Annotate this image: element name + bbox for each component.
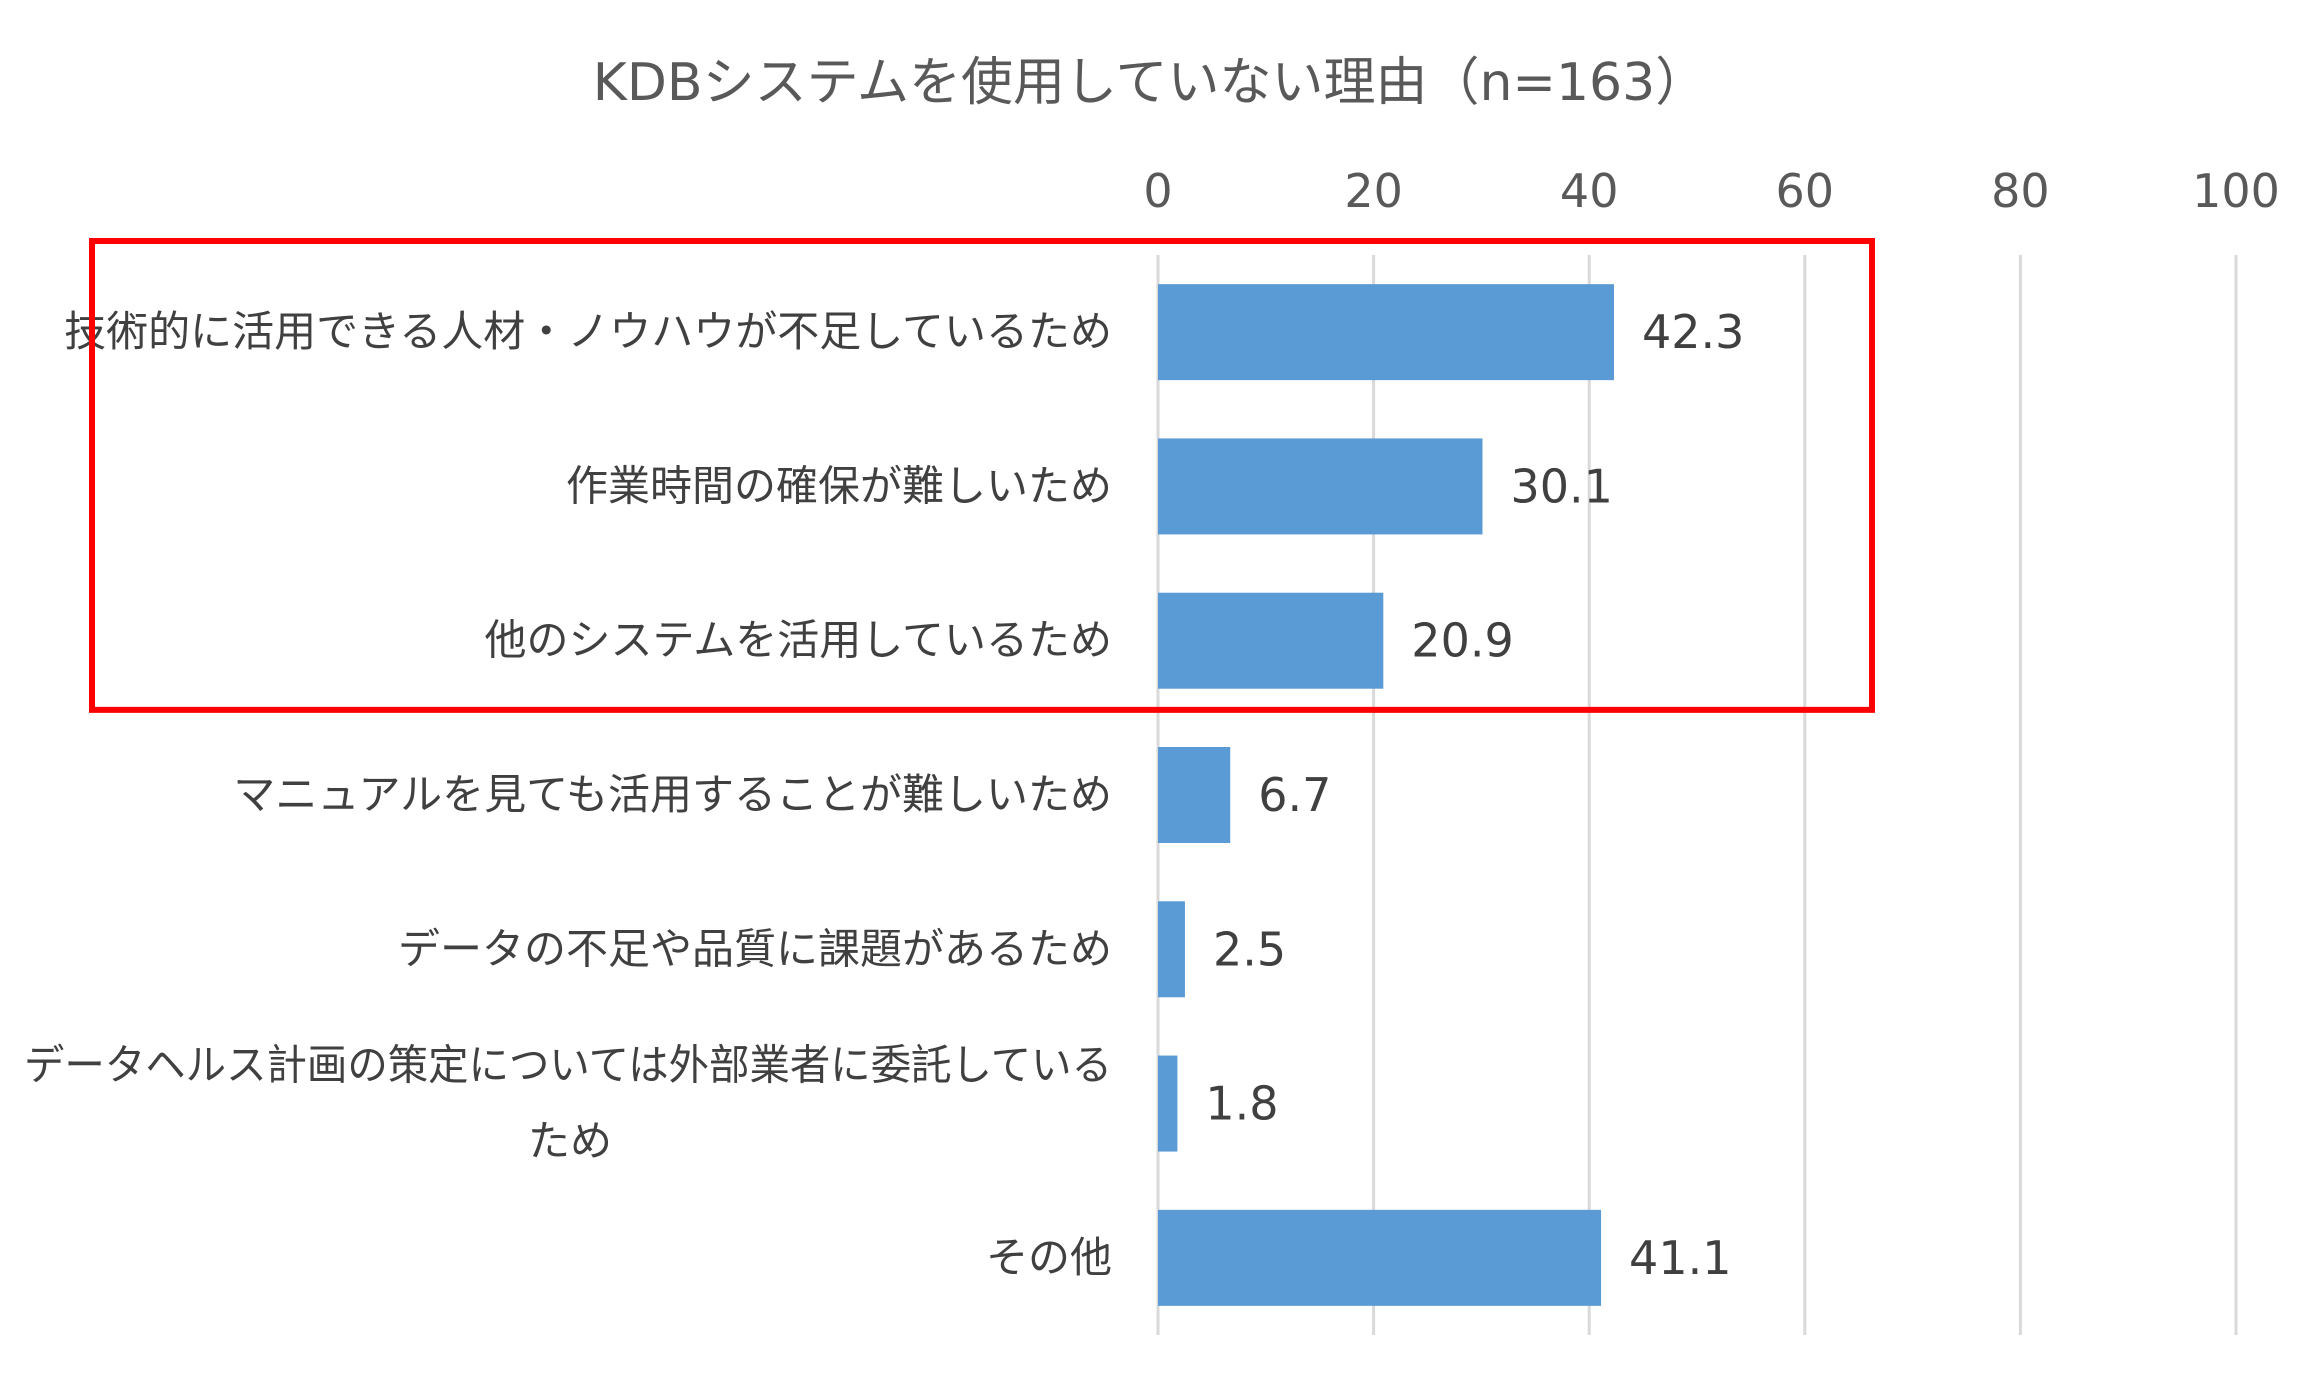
data-label-5: 1.8 xyxy=(1205,1077,1278,1131)
bar-6 xyxy=(1158,1209,1602,1306)
highlight-box xyxy=(89,238,1875,713)
category-label-1: 作業時間の確保が難しいため xyxy=(566,461,1112,510)
bar-0 xyxy=(1158,284,1614,381)
data-label-0: 42.3 xyxy=(1642,305,1744,359)
x-tick-label-60: 60 xyxy=(1776,164,1835,218)
x-tick-label-100: 100 xyxy=(2192,164,2280,218)
data-labels: 42.3 30.1 20.9 6.7 2.5 1.8 41.1 xyxy=(1205,305,1744,1285)
x-tick-label-80: 80 xyxy=(1991,164,2050,218)
bar-5 xyxy=(1158,1055,1178,1152)
category-label-0: 技術的に活用できる人材・ノウハウが不足しているため xyxy=(64,307,1112,356)
data-label-1: 30.1 xyxy=(1510,459,1612,513)
data-label-6: 41.1 xyxy=(1629,1231,1731,1285)
x-tick-label-40: 40 xyxy=(1560,164,1619,218)
bars xyxy=(1158,284,1614,1306)
chart-title: KDBシステムを使用していない理由（n=163） xyxy=(593,53,1707,113)
category-labels: 技術的に活用できる人材・ノウハウが不足しているため作業時間の確保が難しいため他の… xyxy=(24,307,1112,1282)
bar-3 xyxy=(1158,747,1231,843)
gridlines xyxy=(1156,255,2238,1335)
x-tick-label-20: 20 xyxy=(1344,164,1403,218)
bar-1 xyxy=(1158,438,1483,535)
category-label-3: マニュアルを見ても活用することが難しいため xyxy=(233,770,1112,819)
data-label-4: 2.5 xyxy=(1213,922,1286,976)
data-label-3: 6.7 xyxy=(1258,768,1331,822)
x-axis-ticks: 0 20 40 60 80 100 xyxy=(1143,164,2280,218)
category-label-5-line-1: ため xyxy=(528,1117,612,1166)
category-label-6: その他 xyxy=(986,1233,1112,1282)
data-label-2: 20.9 xyxy=(1411,614,1513,668)
category-label-4: データの不足や品質に課題があるため xyxy=(398,924,1112,973)
bar-2 xyxy=(1158,592,1384,689)
x-tick-label-0: 0 xyxy=(1143,164,1172,218)
category-label-2: 他のシステムを活用しているため xyxy=(485,616,1112,665)
bar-4 xyxy=(1158,901,1185,998)
category-label-5-line-0: データヘルス計画の策定については外部業者に委託している xyxy=(24,1041,1112,1090)
